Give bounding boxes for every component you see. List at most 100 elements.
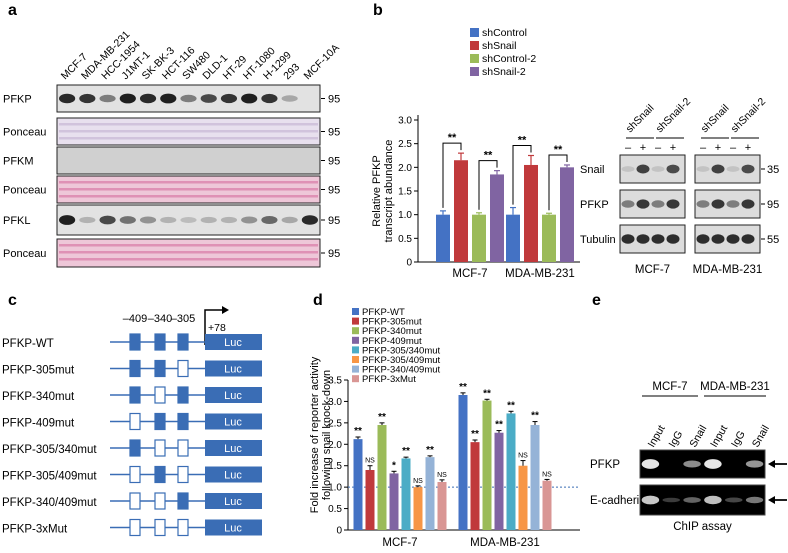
y-tick-label: 0 (336, 526, 342, 537)
blot-band (160, 93, 177, 104)
blot-band (651, 166, 665, 172)
mutated-site-box (154, 386, 166, 404)
ponceau-stripe (59, 195, 318, 198)
panel-a-blots: MCF-7MDA-MB-231HCC-1954J1MT-1SK-BK-3HCT-… (3, 29, 342, 268)
legend-label: shControl-2 (482, 53, 536, 65)
mw-label: 95 (328, 156, 340, 168)
bar (437, 482, 447, 530)
snail-site-box (177, 333, 189, 351)
snail-site-box (154, 412, 166, 431)
blot-band (711, 199, 725, 209)
blot-band (180, 217, 197, 223)
blot-band (139, 216, 157, 224)
legend-label: shSnail (482, 40, 516, 52)
luc-label: Luc (224, 496, 242, 508)
legend-label: PFKP-409mut (362, 336, 422, 347)
blot-band (636, 164, 650, 174)
sig-label: NS (518, 453, 528, 460)
treatment-label: shSnail (624, 102, 657, 135)
bar (353, 439, 363, 530)
blot-band (79, 93, 96, 104)
x-category-label: MCF-7 (382, 537, 417, 549)
y-tick-label: 1.0 (398, 210, 412, 221)
sig-label: ** (448, 132, 457, 144)
blot-band (651, 234, 665, 244)
x-category-label: MDA-MB-231 (505, 268, 575, 280)
blot-band (139, 93, 157, 104)
blot-band (99, 215, 116, 225)
panel-label-e: e (592, 292, 601, 309)
snail-site-box (129, 439, 141, 457)
construct-name: PFKP-305/340mut (2, 444, 97, 456)
y-tick-label: 2.5 (328, 418, 342, 429)
luc-box (205, 360, 262, 377)
sig-bracket (548, 154, 568, 211)
legend-label: PFKP-WT (362, 307, 405, 318)
gel-band (662, 497, 680, 503)
sig-label: ** (471, 429, 479, 440)
mutated-site-box (177, 359, 189, 378)
sign-label: – (655, 142, 662, 154)
ponceau-stripe (59, 188, 318, 191)
mutated-site-box (177, 465, 189, 484)
blot-band (261, 93, 278, 104)
ponceau-stripe (59, 137, 318, 140)
luc-label: Luc (224, 364, 242, 376)
blot-band (59, 93, 76, 104)
sig-label: ** (495, 420, 503, 431)
y-tick-label: 2.5 (398, 139, 412, 150)
ponceau-stripe (59, 251, 318, 254)
ponceau-stripe (59, 123, 318, 126)
lane-label: MCF-10A (302, 42, 342, 82)
luc-box (205, 387, 262, 403)
sig-label: ** (354, 426, 362, 437)
blot-band (621, 200, 635, 208)
blot-band (220, 216, 238, 224)
x-category-label: MDA-MB-231 (470, 537, 540, 549)
blot-band (666, 234, 680, 244)
chip-row-label: E-cadherin (590, 495, 646, 507)
bar (506, 214, 520, 262)
construct-name: PFKP-340mut (2, 391, 75, 403)
snail-site-box (177, 386, 189, 404)
legend-label: PFKP-305mut (362, 317, 422, 328)
blot-band (281, 216, 298, 224)
sig-label: ** (426, 445, 434, 456)
blot-band (711, 234, 725, 244)
luc-box (205, 466, 262, 483)
blot-band (696, 234, 710, 244)
cell-label: MDA-MB-231 (700, 381, 770, 393)
panel-label-a: a (8, 2, 17, 19)
bar (560, 167, 574, 262)
bar (542, 214, 556, 262)
legend-label: PFKP-340/409mut (362, 365, 441, 376)
legend-swatch (470, 41, 479, 50)
bar (454, 160, 468, 262)
sig-label: * (392, 460, 396, 471)
mw-label: 95 (328, 248, 340, 260)
sig-label: ** (484, 150, 493, 162)
legend-label: shControl (482, 27, 527, 39)
blot-band (636, 199, 650, 209)
snail-site-box (154, 465, 166, 484)
luc-box (205, 413, 262, 430)
y-tick-label: 2.0 (398, 163, 412, 174)
bar (490, 174, 504, 262)
mw-label: 55 (767, 234, 779, 246)
y-tick-label: 3.0 (328, 397, 342, 408)
mutated-site-box (129, 518, 141, 537)
y-tick-label: 2.0 (328, 440, 342, 451)
legend-swatch (352, 365, 359, 373)
legend-swatch (352, 346, 359, 354)
y-tick-label: 1.0 (328, 483, 342, 494)
blot-band (261, 216, 278, 224)
tss-arrowhead (222, 306, 229, 314)
ponceau-stripe (59, 258, 318, 261)
luc-label: Luc (224, 523, 242, 535)
y-tick-label: 0.5 (328, 504, 342, 515)
legend-label: shSnail-2 (482, 66, 526, 78)
legend-label: PFKP-3xMut (362, 374, 416, 385)
blot-band (741, 164, 755, 174)
